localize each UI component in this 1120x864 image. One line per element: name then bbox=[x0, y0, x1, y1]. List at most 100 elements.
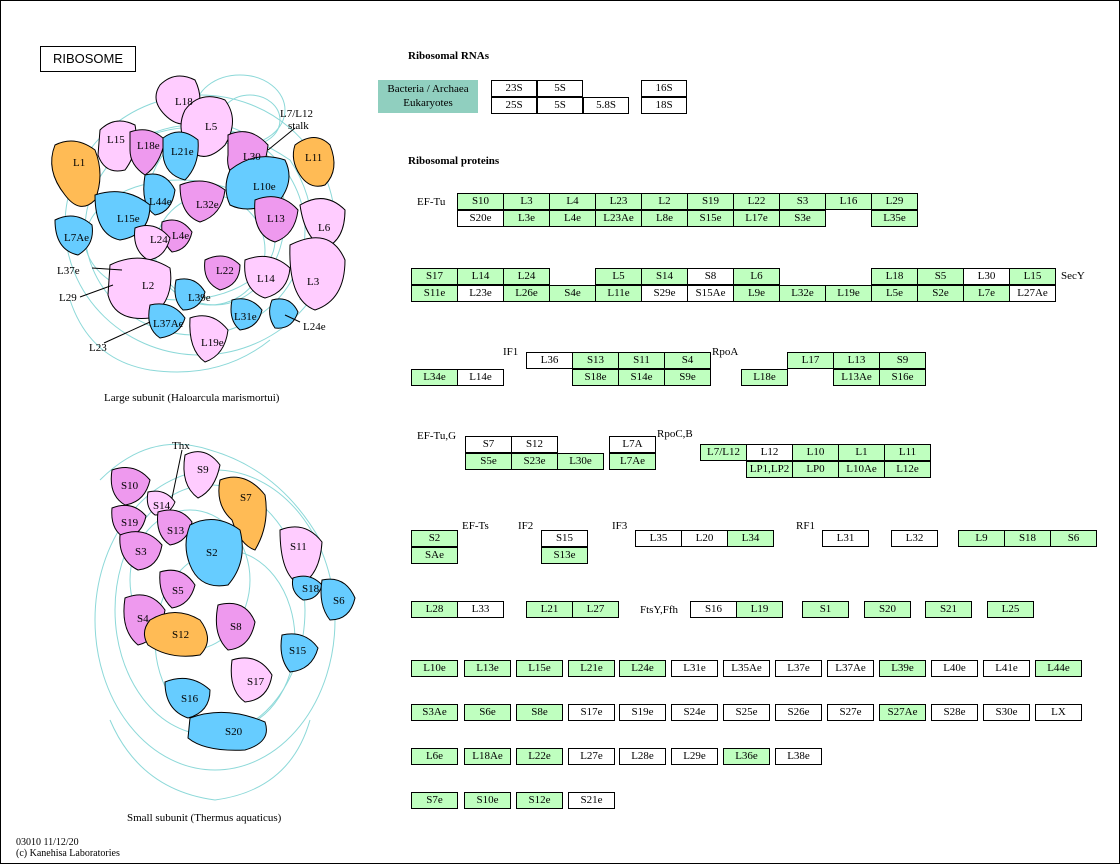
protein-l14[interactable]: L14 bbox=[457, 268, 504, 285]
protein-s8e[interactable]: S8e bbox=[516, 704, 563, 721]
protein-s23e[interactable]: S23e bbox=[511, 453, 558, 470]
small-s13-label[interactable]: S13 bbox=[167, 525, 185, 537]
protein-l13e[interactable]: L13e bbox=[464, 660, 511, 677]
protein-l13ae[interactable]: L13Ae bbox=[833, 369, 880, 386]
protein-l44e[interactable]: L44e bbox=[1035, 660, 1082, 677]
protein-l28[interactable]: L28 bbox=[411, 601, 458, 618]
large-stalk-label[interactable]: stalk bbox=[288, 120, 309, 132]
large-l22-label[interactable]: L22 bbox=[216, 265, 234, 277]
protein-l9[interactable]: L9 bbox=[958, 530, 1005, 547]
large-l2-label[interactable]: L2 bbox=[142, 280, 155, 292]
protein-l31[interactable]: L31 bbox=[822, 530, 869, 547]
small-s6-label[interactable]: S6 bbox=[333, 595, 345, 607]
protein-l1[interactable]: L1 bbox=[838, 444, 885, 461]
protein-s17[interactable]: S17 bbox=[411, 268, 458, 285]
factor-secy[interactable]: SecY bbox=[1061, 270, 1085, 282]
protein-l35e[interactable]: L35e bbox=[871, 210, 918, 227]
protein-s12e[interactable]: S12e bbox=[516, 792, 563, 809]
factor-ef-tu[interactable]: EF-Tu bbox=[417, 196, 446, 208]
protein-s19[interactable]: S19 bbox=[687, 193, 734, 210]
protein-l40e[interactable]: L40e bbox=[931, 660, 978, 677]
protein-l25[interactable]: L25 bbox=[987, 601, 1034, 618]
protein-l22e[interactable]: L22e bbox=[516, 748, 563, 765]
large-l4e-label[interactable]: L4e bbox=[172, 230, 190, 242]
large-l7ae-label[interactable]: L7Ae bbox=[64, 232, 90, 244]
protein-l41e[interactable]: L41e bbox=[983, 660, 1030, 677]
protein-l13[interactable]: L13 bbox=[833, 352, 880, 369]
protein-l2[interactable]: L2 bbox=[641, 193, 688, 210]
large-l13-label[interactable]: L13 bbox=[267, 213, 285, 225]
factor-rf1[interactable]: RF1 bbox=[796, 520, 815, 532]
protein-s10e[interactable]: S10e bbox=[464, 792, 511, 809]
protein-l35[interactable]: L35 bbox=[635, 530, 682, 547]
protein-l7e[interactable]: L7e bbox=[963, 285, 1010, 302]
protein-s15e[interactable]: S15e bbox=[687, 210, 734, 227]
small-s15-label[interactable]: S15 bbox=[289, 645, 307, 657]
small-s5-label[interactable]: S5 bbox=[172, 585, 184, 597]
protein-l14e[interactable]: L14e bbox=[457, 369, 504, 386]
large-l15e-label[interactable]: L15e bbox=[117, 213, 140, 225]
protein-l32[interactable]: L32 bbox=[891, 530, 938, 547]
protein-l24[interactable]: L24 bbox=[503, 268, 550, 285]
protein-s26e[interactable]: S26e bbox=[775, 704, 822, 721]
small-s2-label[interactable]: S2 bbox=[206, 547, 218, 559]
protein-s5[interactable]: S5 bbox=[917, 268, 964, 285]
protein-l3e[interactable]: L3e bbox=[503, 210, 550, 227]
large-l32e-label[interactable]: L32e bbox=[196, 199, 219, 211]
protein-s16[interactable]: S16 bbox=[690, 601, 737, 618]
protein-l37ae[interactable]: L37Ae bbox=[827, 660, 874, 677]
small-s16-label[interactable]: S16 bbox=[181, 693, 199, 705]
protein-s7e[interactable]: S7e bbox=[411, 792, 458, 809]
protein-l36e[interactable]: L36e bbox=[723, 748, 770, 765]
protein-l5e[interactable]: L5e bbox=[871, 285, 918, 302]
small-s18-label[interactable]: S18 bbox=[302, 583, 320, 595]
large-l29-label[interactable]: L29 bbox=[59, 292, 77, 304]
protein-s11[interactable]: S11 bbox=[618, 352, 665, 369]
protein-l27e[interactable]: L27e bbox=[568, 748, 615, 765]
protein-l31e[interactable]: L31e bbox=[671, 660, 718, 677]
factor-ftsy-ffh[interactable]: FtsY,Ffh bbox=[640, 604, 679, 616]
protein-s15[interactable]: S15 bbox=[541, 530, 588, 547]
protein-l23ae[interactable]: L23Ae bbox=[595, 210, 642, 227]
large-l11-label[interactable]: L11 bbox=[305, 152, 323, 164]
protein-l10e[interactable]: L10e bbox=[411, 660, 458, 677]
protein-l11e[interactable]: L11e bbox=[595, 285, 642, 302]
rna-18s[interactable]: 18S bbox=[641, 97, 687, 114]
protein-l23[interactable]: L23 bbox=[595, 193, 642, 210]
large-l19e-label[interactable]: L19e bbox=[201, 337, 224, 349]
protein-l12[interactable]: L12 bbox=[746, 444, 793, 461]
protein-l33[interactable]: L33 bbox=[457, 601, 504, 618]
protein-l39e[interactable]: L39e bbox=[879, 660, 926, 677]
protein-l29e[interactable]: L29e bbox=[671, 748, 718, 765]
protein-l36[interactable]: L36 bbox=[526, 352, 573, 369]
protein-l19e[interactable]: L19e bbox=[825, 285, 872, 302]
protein-s27ae[interactable]: S27Ae bbox=[879, 704, 926, 721]
protein-l38e[interactable]: L38e bbox=[775, 748, 822, 765]
protein-l18ae[interactable]: L18Ae bbox=[464, 748, 511, 765]
protein-lp1-lp2[interactable]: LP1,LP2 bbox=[746, 461, 793, 478]
protein-l30[interactable]: L30 bbox=[963, 268, 1010, 285]
protein-s10[interactable]: S10 bbox=[457, 193, 504, 210]
large-l37ae-label[interactable]: L37Ae bbox=[153, 318, 184, 330]
protein-l3[interactable]: L3 bbox=[503, 193, 550, 210]
large-l24-label[interactable]: L24 bbox=[150, 234, 168, 246]
rna-23s[interactable]: 23S bbox=[491, 80, 537, 97]
protein-s12[interactable]: S12 bbox=[511, 436, 558, 453]
protein-s8[interactable]: S8 bbox=[687, 268, 734, 285]
protein-s5e[interactable]: S5e bbox=[465, 453, 512, 470]
protein-l23e[interactable]: L23e bbox=[457, 285, 504, 302]
protein-s3e[interactable]: S3e bbox=[779, 210, 826, 227]
factor-ef-ts[interactable]: EF-Ts bbox=[462, 520, 489, 532]
protein-s6e[interactable]: S6e bbox=[464, 704, 511, 721]
small-s9-label[interactable]: S9 bbox=[197, 464, 209, 476]
protein-s30e[interactable]: S30e bbox=[983, 704, 1030, 721]
protein-s2e[interactable]: S2e bbox=[917, 285, 964, 302]
factor-rpoa[interactable]: RpoA bbox=[712, 346, 739, 358]
rna-25s[interactable]: 25S bbox=[491, 97, 537, 114]
protein-s19e[interactable]: S19e bbox=[619, 704, 666, 721]
large-l10e-label[interactable]: L10e bbox=[253, 181, 276, 193]
large-l31e-label[interactable]: L31e bbox=[234, 311, 257, 323]
protein-l5[interactable]: L5 bbox=[595, 268, 642, 285]
protein-l27[interactable]: L27 bbox=[572, 601, 619, 618]
protein-s13[interactable]: S13 bbox=[572, 352, 619, 369]
